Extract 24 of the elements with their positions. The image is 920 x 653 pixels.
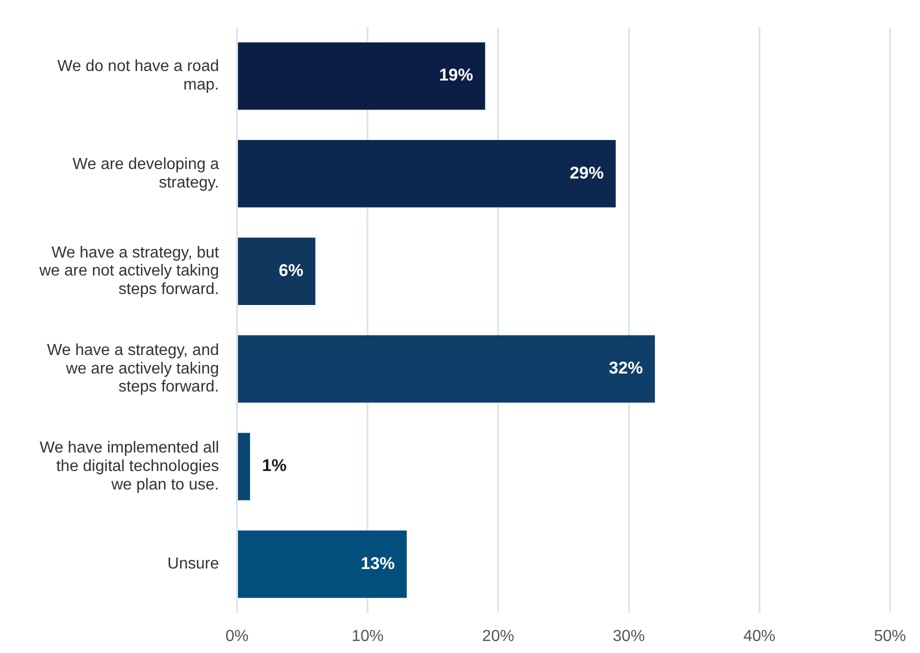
x-tick-label: 30% [612, 628, 645, 646]
y-tick-label: We have a strategy, and we are actively taking steps forward. [47, 342, 219, 396]
x-tick-label: 10% [352, 628, 384, 646]
y-tick-label: We are developing a strategy. [72, 156, 220, 192]
x-tick-label: 0% [225, 628, 249, 646]
data-label: 1% [262, 456, 287, 476]
data-label: 32% [608, 358, 643, 378]
data-label: 6% [278, 260, 304, 280]
data-label: 29% [570, 163, 604, 182]
x-tick-label: 40% [743, 628, 776, 646]
y-tick-label: We do not have a road map. [57, 58, 219, 94]
data-label: 19% [439, 66, 474, 85]
y-tick-label: We have implemented all the digital technologies we plan to use. [40, 440, 219, 494]
bar [238, 530, 407, 598]
bar [238, 42, 486, 110]
bar [238, 140, 616, 208]
bar [238, 335, 655, 403]
bar [238, 238, 316, 305]
y-tick-label: Unsure [167, 556, 220, 573]
x-tick-label: 20% [482, 628, 514, 646]
x-tick-label: 50% [874, 628, 906, 646]
y-tick-label: We have a strategy, but we are not actively taking steps forward. [38, 244, 220, 298]
bar [238, 432, 250, 500]
data-label: 13% [360, 554, 395, 573]
